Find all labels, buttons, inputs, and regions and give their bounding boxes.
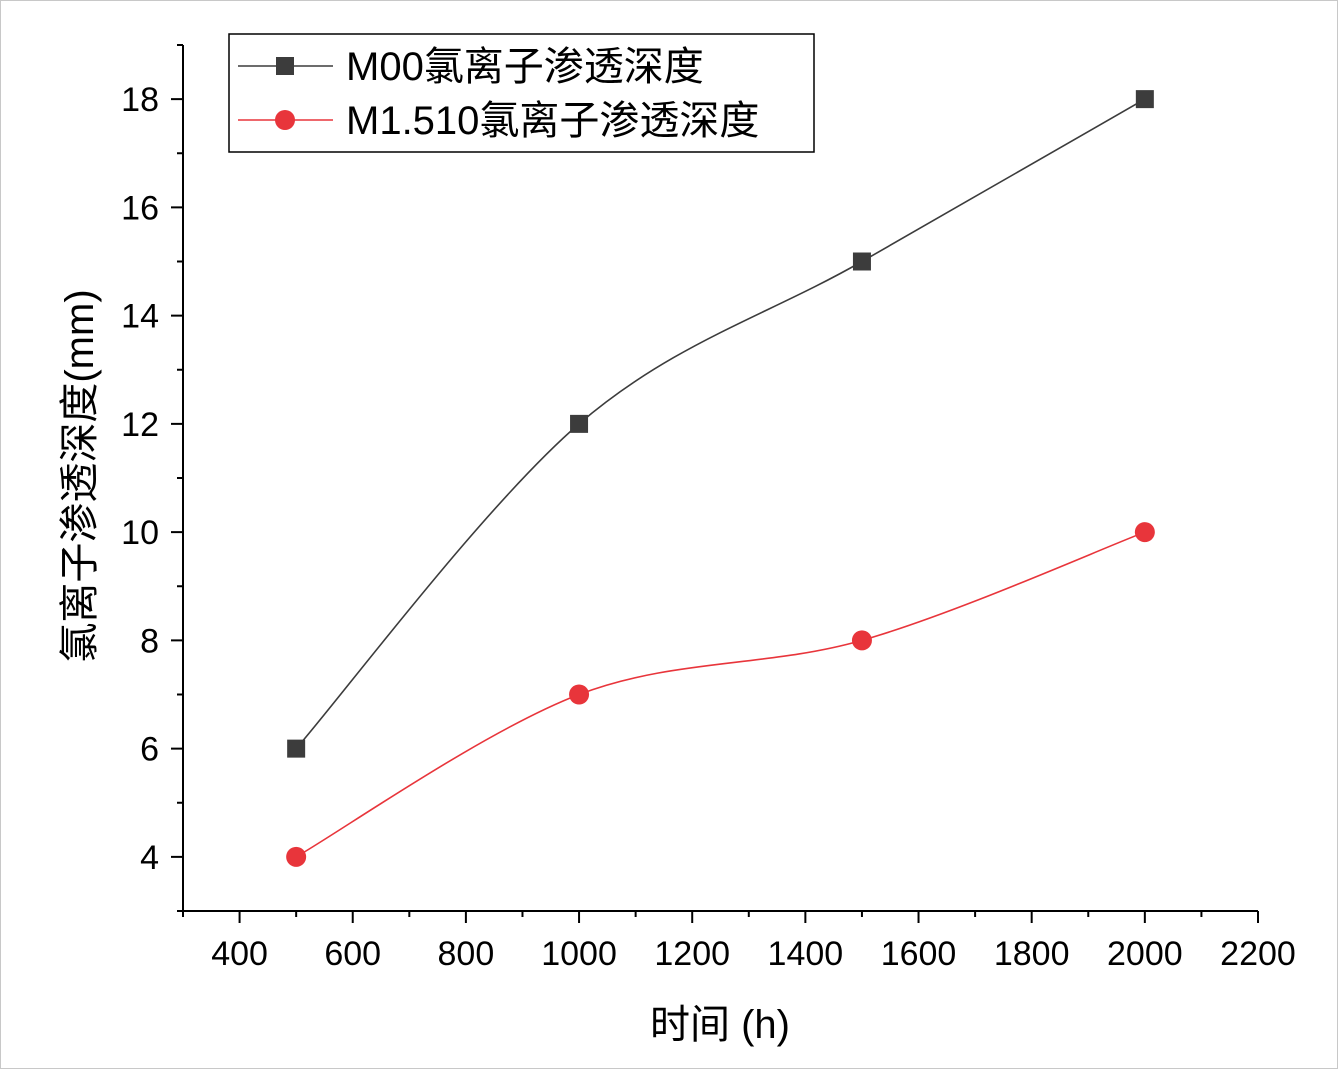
y-tick-label: 8 [140, 622, 159, 660]
y-tick-label: 4 [140, 839, 159, 877]
y-tick-label: 18 [121, 81, 159, 119]
legend-marker [275, 110, 295, 130]
y-tick-label: 6 [140, 731, 159, 769]
x-tick-label: 400 [211, 935, 268, 973]
x-tick-label: 1400 [768, 935, 844, 973]
series-layer [286, 90, 1155, 867]
series-line [295, 531, 1146, 858]
y-tick-label: 16 [121, 189, 159, 227]
x-tick-label: 1600 [881, 935, 957, 973]
legend-label-m00: M00氯离子渗透深度 [346, 45, 704, 89]
legend-box [228, 33, 815, 153]
data-point [852, 252, 871, 271]
y-axis-title: 氯离子渗透深度(mm) [58, 289, 102, 662]
x-tick-label: 800 [438, 935, 495, 973]
data-point [1135, 90, 1154, 109]
axes: 400 600 800 1000 1200 1400 1600 1800 2000 2200 4 6 8… [121, 44, 1296, 973]
legend-marker [276, 57, 294, 75]
data-point [286, 846, 307, 867]
series-1 [287, 90, 1154, 758]
y-tick-label: 14 [121, 298, 159, 336]
data-point [1134, 522, 1155, 543]
x-tick-label: 1800 [994, 935, 1070, 973]
x-tick-label: 1200 [654, 935, 730, 973]
y-tick-label: 10 [121, 514, 159, 552]
data-point [851, 630, 872, 651]
legend-label-m1510: M1.510氯离子渗透深度 [346, 99, 759, 143]
data-point [287, 739, 306, 758]
x-tick-label: 2200 [1220, 935, 1296, 973]
x-tick-label: 1000 [541, 935, 617, 973]
legend: M00氯离子渗透深度 M1.510氯离子渗透深度 [228, 33, 815, 153]
x-tick-label: 600 [324, 935, 381, 973]
x-tick-label: 2000 [1107, 935, 1183, 973]
data-point [570, 414, 589, 433]
series-2 [286, 522, 1155, 867]
data-point [569, 684, 590, 705]
series-line [295, 98, 1146, 750]
x-axis-title: 时间 (h) [650, 1003, 790, 1047]
y-tick-label: 12 [121, 406, 159, 444]
